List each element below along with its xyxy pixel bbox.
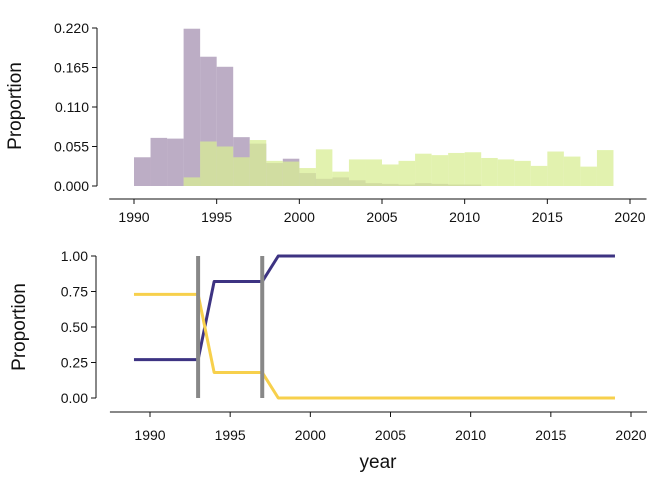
histogram-bar bbox=[365, 159, 382, 186]
histogram-bar bbox=[150, 137, 168, 186]
bottom-y-tick-label: 0.25 bbox=[61, 355, 88, 371]
histogram-bar bbox=[514, 160, 531, 186]
histogram-panel: Proportion 0.000 0.055 0.110 0.165 0.220 1990… bbox=[5, 20, 647, 225]
histogram-bar bbox=[282, 161, 300, 186]
histogram-bar bbox=[596, 150, 614, 186]
bottom-y-tick-label: 1.00 bbox=[61, 248, 88, 264]
top-y-tick-label: 0.110 bbox=[55, 99, 89, 115]
top-y-tick-label: 0.220 bbox=[54, 20, 89, 36]
line-panel: Proportion year 0.00 0.25 0.50 0.75 1.00 1990… bbox=[9, 248, 648, 473]
histogram-bar bbox=[266, 160, 283, 186]
histogram-bar bbox=[497, 159, 515, 186]
bottom-x-tick-label: 2005 bbox=[375, 427, 406, 443]
line-series-2 bbox=[133, 292, 615, 400]
histogram-bar bbox=[348, 159, 366, 186]
histogram-bar bbox=[580, 166, 597, 186]
bottom-x-tick-label: 2000 bbox=[295, 427, 326, 443]
histogram-bar bbox=[563, 156, 581, 186]
histogram-bar bbox=[382, 164, 399, 186]
histogram-bar bbox=[315, 149, 333, 186]
bottom-x-tick-label: 2010 bbox=[455, 427, 486, 443]
bottom-x-tick-label: 2015 bbox=[535, 427, 566, 443]
top-x-tick-label: 2015 bbox=[532, 209, 563, 225]
bottom-x-tick-label: 1995 bbox=[215, 427, 246, 443]
histogram-bar bbox=[547, 151, 564, 186]
histogram-bar bbox=[200, 141, 217, 186]
top-x-tick-label: 2000 bbox=[284, 209, 315, 225]
histogram-bar bbox=[216, 146, 234, 186]
line-series-1 bbox=[133, 254, 615, 362]
histogram-bar bbox=[398, 160, 416, 186]
histogram-bar bbox=[249, 140, 267, 186]
bottom-x-axis-title: year bbox=[360, 452, 398, 473]
histogram-bar bbox=[415, 153, 432, 186]
histogram-series-2 bbox=[183, 140, 614, 186]
histogram-bar bbox=[448, 152, 465, 186]
bottom-y-tick-label: 0.50 bbox=[61, 319, 88, 335]
bottom-x-tick-label: 2020 bbox=[615, 427, 646, 443]
histogram-bar bbox=[431, 155, 449, 186]
histogram-bar bbox=[464, 152, 482, 186]
top-y-tick-label: 0.000 bbox=[54, 178, 89, 194]
histogram-bar bbox=[332, 171, 349, 186]
histogram-bar bbox=[299, 168, 316, 186]
histogram-bar bbox=[167, 138, 184, 186]
histogram-bar bbox=[183, 28, 201, 186]
top-y-tick-label: 0.165 bbox=[54, 60, 89, 76]
histogram-bar bbox=[481, 157, 498, 186]
top-x-tick-label: 2010 bbox=[449, 209, 480, 225]
bottom-x-tick-label: 1990 bbox=[134, 427, 165, 443]
top-x-tick-label: 2020 bbox=[614, 209, 645, 225]
bottom-y-tick-label: 0.75 bbox=[61, 284, 88, 300]
top-x-tick-label: 1995 bbox=[201, 209, 232, 225]
histogram-bar bbox=[134, 157, 151, 186]
top-y-tick-label: 0.055 bbox=[54, 139, 89, 155]
top-y-axis-title: Proportion bbox=[5, 62, 26, 150]
bottom-y-axis-title: Proportion bbox=[9, 283, 30, 371]
histogram-bar bbox=[233, 157, 250, 186]
histogram-bar bbox=[530, 165, 548, 186]
histogram-bar bbox=[183, 177, 201, 186]
top-x-tick-label: 1990 bbox=[118, 209, 149, 225]
top-x-tick-label: 2005 bbox=[366, 209, 397, 225]
bottom-y-tick-label: 0.00 bbox=[61, 390, 88, 406]
